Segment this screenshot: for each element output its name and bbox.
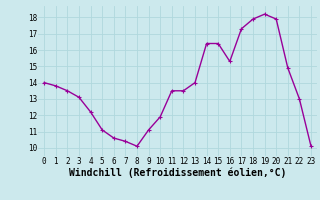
X-axis label: Windchill (Refroidissement éolien,°C): Windchill (Refroidissement éolien,°C) [69, 168, 286, 178]
